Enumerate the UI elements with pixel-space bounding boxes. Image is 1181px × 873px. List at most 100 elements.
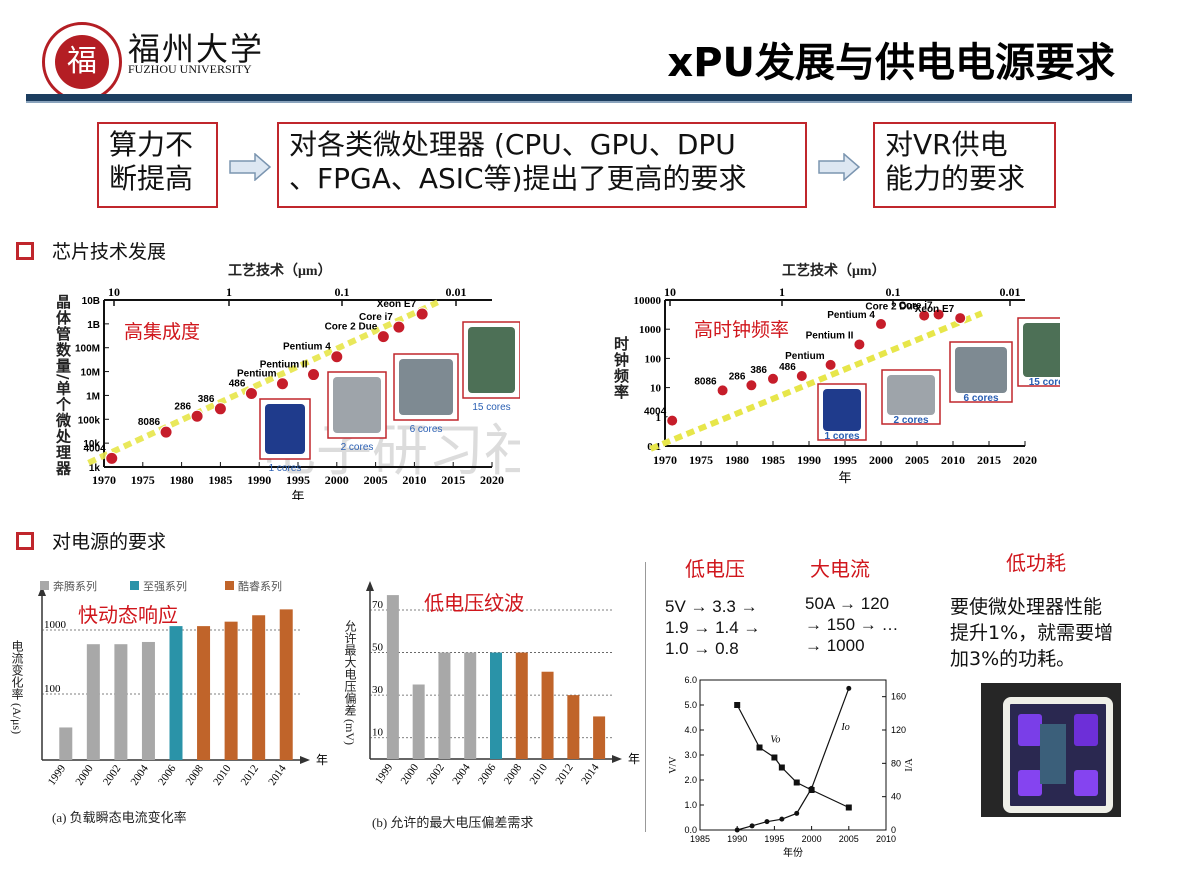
trend-line — [649, 310, 983, 452]
point-label: 386 — [198, 394, 215, 405]
point-label: 386 — [750, 365, 767, 376]
req-high-current-line: 50A → 120 — [805, 594, 890, 613]
bar — [593, 716, 606, 759]
data-point — [213, 402, 227, 416]
y-tick-label: 1B — [87, 320, 100, 331]
point-label: Xeon E7 — [915, 304, 955, 315]
point-label: 486 — [779, 362, 796, 373]
bar — [541, 671, 554, 759]
seal-char: 福 — [55, 35, 109, 89]
x-axis-unit: 年 — [316, 753, 328, 767]
top-tick-label: 10 — [108, 285, 120, 299]
cores-label: 1 cores — [824, 431, 859, 442]
x-tick-label: 2010 — [941, 453, 965, 467]
top-tick-label: 1 — [779, 285, 785, 299]
x-tick-label: 1975 — [689, 453, 713, 467]
cores-label: 1 cores — [269, 463, 302, 474]
x-axis-arrow-icon — [612, 755, 622, 763]
data-point — [330, 350, 344, 364]
data-point — [767, 372, 779, 385]
y-left-tick-label: 4.0 — [684, 725, 697, 735]
x-tick-label: 2005 — [905, 453, 929, 467]
data-point — [795, 369, 808, 382]
series-line-io — [737, 688, 850, 831]
bar-b-annotation: 低电压纹波 — [424, 591, 524, 615]
data-point — [376, 330, 390, 344]
x-tick-label: 2000 — [73, 762, 96, 787]
bar — [141, 641, 155, 760]
req-low-voltage-text: 5V → 3.3 → 1.9 → 1.4 → 1.0 → 0.8 — [665, 596, 760, 659]
x-tick-label: 2006 — [156, 762, 179, 787]
legend-label: 酷睿系列 — [238, 579, 282, 593]
legend-swatch — [40, 581, 49, 590]
point-label: Pentium II — [806, 330, 854, 341]
y-tick-label: 100 — [645, 353, 662, 365]
x-tick-label: 2014 — [266, 762, 289, 787]
y-tick-label: 10000 — [634, 295, 662, 307]
series-label-vo: Vo — [770, 735, 780, 746]
x-tick-label: 2000 — [802, 834, 822, 844]
req-low-voltage-line: 1.9 → 1.4 → — [665, 618, 761, 637]
x-tick-label: 2004 — [128, 762, 151, 787]
y-right-label: I/A — [904, 758, 915, 772]
flow-box-vr: 对VR供电 能力的要求 — [873, 122, 1056, 208]
cores-label: 2 cores — [341, 442, 374, 453]
vo-point — [734, 702, 741, 708]
req-low-voltage-head: 低电压 — [685, 557, 745, 581]
point-label: 486 — [229, 379, 246, 390]
x-tick-label: 2010 — [211, 762, 234, 787]
y-right-tick-label: 0 — [891, 825, 896, 835]
y-tick-label: 100k — [78, 415, 101, 426]
point-label: 8086 — [138, 417, 161, 428]
right-chart-ylabel: 时钟频率 — [612, 336, 630, 400]
x-tick-label: 2014 — [579, 761, 602, 786]
cores-label: 15 cores — [1029, 377, 1060, 388]
x-tick-label: 1985 — [690, 834, 710, 844]
x-tick-label: 1985 — [761, 453, 785, 467]
y-left-tick-label: 2.0 — [684, 775, 697, 785]
vo-point — [793, 779, 800, 786]
y-left-tick-label: 1.0 — [684, 800, 697, 810]
data-point — [875, 318, 887, 331]
x-tick-label: 2015 — [977, 453, 1001, 467]
data-point — [824, 358, 837, 371]
x-axis-arrow-icon — [300, 756, 310, 764]
bar — [252, 615, 266, 760]
point-label: 286 — [174, 401, 191, 412]
bar — [279, 609, 293, 760]
point-label: Pentium — [237, 369, 277, 380]
top-tick-label: 0.01 — [1000, 285, 1021, 299]
io-point — [846, 685, 852, 691]
data-point — [853, 338, 866, 351]
y-tick-label: 1M — [86, 391, 100, 402]
x-tick-label: 2000 — [869, 453, 893, 467]
y-tick-label: 30 — [372, 684, 384, 696]
legend-swatch — [130, 581, 139, 590]
point-label: Pentium — [785, 351, 825, 362]
point-label: Core i7 — [899, 300, 933, 311]
y-right-tick-label: 120 — [891, 725, 906, 735]
x-tick-label: 1980 — [170, 473, 194, 487]
y-axis-arrow-icon — [38, 586, 46, 596]
plot-frame — [699, 679, 887, 831]
req-high-current-text: 50A → 120 → 150 → … → 1000 — [805, 593, 899, 656]
bar — [490, 652, 502, 759]
x-tick-label: 1970 — [653, 453, 677, 467]
vo-point — [778, 764, 785, 771]
x-tick-label: 2002 — [424, 762, 446, 787]
x-axis-label: 年 — [838, 471, 851, 486]
data-point — [745, 379, 758, 392]
x-tick-label: 1999 — [46, 762, 69, 787]
flow-box-vr-line2: 能力的要求 — [885, 162, 1026, 195]
point-label: 286 — [729, 371, 746, 382]
bar — [464, 652, 477, 759]
x-tick-label: 2015 — [441, 473, 465, 487]
flow-box-compute-line2: 断提高 — [109, 162, 194, 195]
y-tick-label: 10M — [81, 368, 100, 379]
bar-a-ylabel: 电流变化率 (A/μs) — [10, 640, 24, 735]
data-point — [666, 414, 679, 427]
point-label: Core i7 — [359, 312, 393, 323]
legend-label: 奔腾系列 — [53, 579, 97, 593]
x-tick-label: 1999 — [373, 761, 396, 786]
x-tick-label: 1995 — [833, 453, 857, 467]
